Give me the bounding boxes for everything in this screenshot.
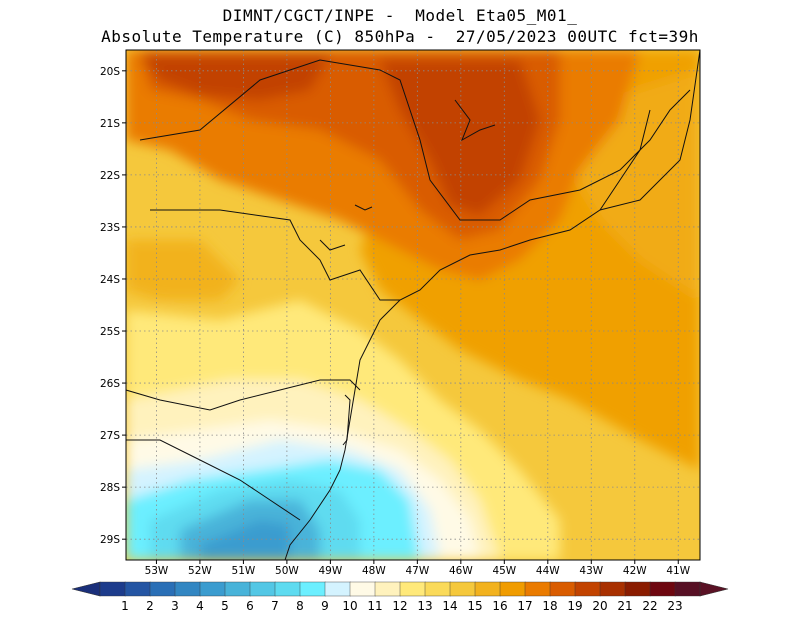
- chart-title-line1: DIMNT/CGCT/INPE - Model Eta05_M01_: [222, 6, 578, 25]
- colorbar-swatch: [474, 581, 501, 597]
- colorbar-swatch: [174, 581, 201, 597]
- colorbar-label: 18: [542, 599, 557, 613]
- lat-tick-label: 25S: [100, 326, 120, 338]
- border-pr-sp: [150, 209, 400, 301]
- lon-tick-label: 47W: [405, 565, 429, 577]
- lake-2: [319, 239, 346, 251]
- field-20-core-west: [140, 55, 330, 100]
- colorbar-swatch: [649, 581, 676, 597]
- border-sc-rs: [126, 439, 301, 521]
- colorbar-label: 15: [467, 599, 482, 613]
- colorbar-label: 1: [121, 599, 129, 613]
- colorbar-label: 16: [492, 599, 507, 613]
- colorbar-arrow-low: [71, 581, 101, 597]
- colorbar-swatch: [599, 581, 626, 597]
- colorbar-swatch: [624, 581, 651, 597]
- lon-tick-label: 46W: [449, 565, 473, 577]
- lat-tick-label: 27S: [100, 430, 120, 442]
- colorbar-label: 14: [442, 599, 457, 613]
- field-6-south: [200, 520, 290, 560]
- colorbar-swatch: [249, 581, 276, 597]
- colorbar-label: 12: [392, 599, 407, 613]
- lon-tick-label: 44W: [536, 565, 560, 577]
- borders: [126, 50, 700, 560]
- colorbar-swatch: [224, 581, 251, 597]
- colorbar-label: 17: [517, 599, 532, 613]
- map-panel: [126, 50, 700, 560]
- colorbar-swatch: [574, 581, 601, 597]
- colorbar-swatch: [674, 581, 701, 597]
- colorbar-swatch: [124, 581, 151, 597]
- colorbar-swatch: [349, 581, 376, 597]
- lon-tick-label: 42W: [623, 565, 647, 577]
- colorbar-label: 3: [171, 599, 179, 613]
- colorbar-swatch: [299, 581, 326, 597]
- colorbar-swatch: [274, 581, 301, 597]
- colorbar-label: 21: [617, 599, 632, 613]
- colorbar-swatch: [374, 581, 401, 597]
- lon-tick-label: 41W: [666, 565, 690, 577]
- lat-tick-label: 24S: [100, 274, 120, 286]
- lon-tick-label: 51W: [232, 565, 256, 577]
- colorbar-swatch: [424, 581, 451, 597]
- colorbar-label: 10: [342, 599, 357, 613]
- colorbar-label: 19: [567, 599, 582, 613]
- lat-tick-label: 26S: [100, 378, 120, 390]
- colorbar-label: 5: [221, 599, 229, 613]
- lake-1: [454, 99, 496, 142]
- colorbar-label: 6: [246, 599, 254, 613]
- lat-tick-label: 29S: [100, 534, 120, 546]
- colorbar-swatch: [149, 581, 176, 597]
- colorbar-swatch: [524, 581, 551, 597]
- lon-tick-label: 45W: [492, 565, 516, 577]
- colorbar-label: 8: [296, 599, 304, 613]
- border-mg-rj: [599, 109, 651, 211]
- colorbar-swatch: [399, 581, 426, 597]
- colorbar-label: 22: [642, 599, 657, 613]
- colorbar-label: 7: [271, 599, 279, 613]
- colorbar: 1 2 3 4 5 6 7 8 9 10 11 12 13 14 15 16 17 18 19 20 21 22 23: [71, 581, 729, 613]
- colorbar-label: 11: [367, 599, 382, 613]
- lon-tick-label: 52W: [188, 565, 212, 577]
- lon-tick-label: 53W: [145, 565, 169, 577]
- lat-tick-label: 23S: [100, 222, 120, 234]
- lat-tick-label: 20S: [100, 66, 120, 78]
- colorbar-arrow-high: [699, 581, 729, 597]
- lagoon: [342, 394, 351, 446]
- lat-tick-label: 22S: [100, 170, 120, 182]
- lake-3: [354, 204, 373, 211]
- lon-tick-label: 48W: [362, 565, 386, 577]
- colorbar-label: 20: [592, 599, 607, 613]
- chart-title-line2: Absolute Temperature (C) 850hPa - 27/05/…: [101, 27, 699, 46]
- colorbar-label: 9: [321, 599, 329, 613]
- colorbar-swatch: [324, 581, 351, 597]
- colorbar-label: 2: [146, 599, 154, 613]
- border-sp-mg: [139, 59, 691, 221]
- colorbar-swatch: [549, 581, 576, 597]
- lon-tick-label: 43W: [579, 565, 603, 577]
- lat-tick-label: 28S: [100, 482, 120, 494]
- colorbar-label: 13: [417, 599, 432, 613]
- colorbar-swatch: [499, 581, 526, 597]
- colorbar-swatch: [449, 581, 476, 597]
- lat-tick-label: 21S: [100, 118, 120, 130]
- lon-tick-label: 50W: [275, 565, 299, 577]
- lon-axis: 53W 52W 51W 50W 49W 48W 47W 46W 45W 44W 43W 42W 41W: [145, 560, 691, 577]
- colorbar-label: 23: [667, 599, 682, 613]
- border-pr-sc: [126, 379, 361, 411]
- colorbar-label: 4: [196, 599, 204, 613]
- lon-tick-label: 49W: [319, 565, 343, 577]
- lat-axis: 20S 21S 22S 23S 24S 25S 26S 27S 28S 29S: [100, 66, 126, 546]
- field-15-west: [126, 240, 240, 300]
- field-20-core-east: [380, 60, 540, 215]
- colorbar-swatch: [99, 581, 126, 597]
- colorbar-swatch: [199, 581, 226, 597]
- grid-lines: [126, 50, 700, 560]
- map-frame: [125, 49, 701, 561]
